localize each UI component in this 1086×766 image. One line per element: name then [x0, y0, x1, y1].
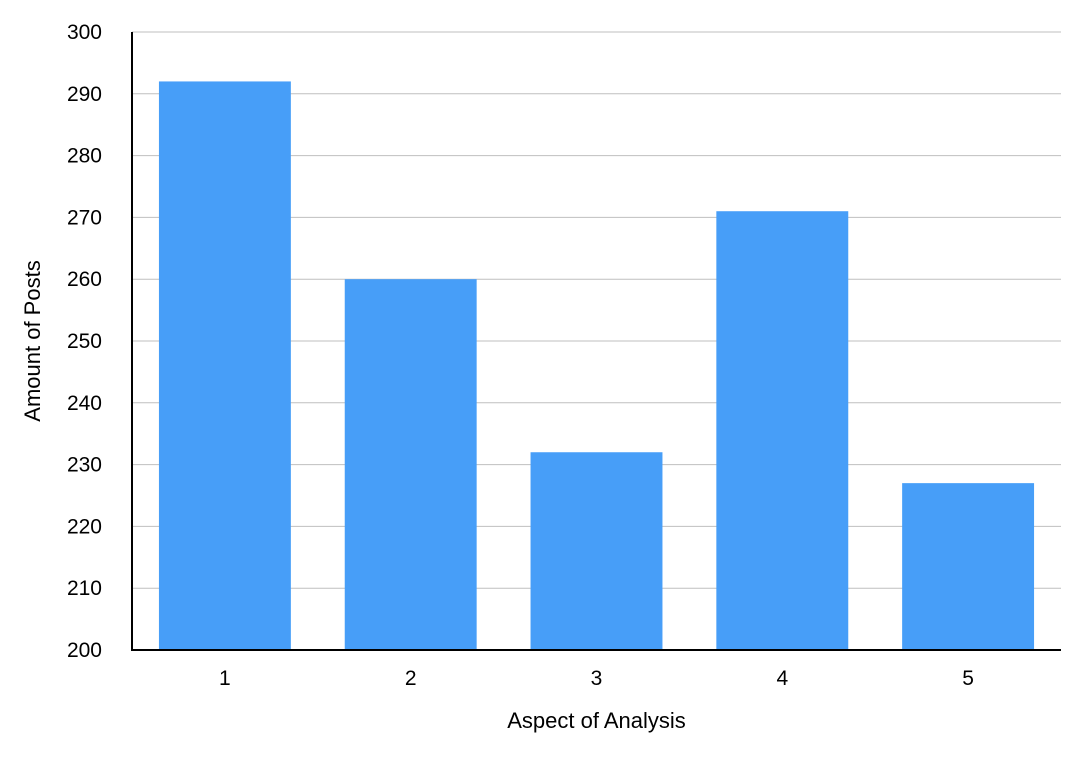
y-tick-label: 300 — [67, 21, 102, 44]
y-tick-label: 210 — [67, 577, 102, 600]
y-tick-label: 220 — [67, 515, 102, 538]
y-tick-label: 230 — [67, 454, 102, 477]
y-tick-label: 270 — [67, 206, 102, 229]
bar — [158, 81, 291, 650]
x-tick-labels: 1 2 3 4 5 — [219, 667, 974, 690]
bar — [716, 211, 849, 650]
x-tick-label: 1 — [219, 667, 231, 690]
y-tick-label: 260 — [67, 268, 102, 291]
y-tick-label: 280 — [67, 145, 102, 168]
bar — [530, 452, 663, 650]
bar — [344, 279, 477, 650]
axes — [131, 32, 1061, 651]
y-tick-label: 250 — [67, 330, 102, 353]
x-tick-label: 4 — [776, 667, 788, 690]
y-tick-label: 290 — [67, 83, 102, 106]
x-axis-title: Aspect of Analysis — [507, 708, 686, 733]
y-tick-labels: 200 210 220 230 240 250 260 270 280 290 300 — [67, 21, 102, 662]
x-tick-label: 3 — [591, 667, 603, 690]
x-tick-label: 2 — [405, 667, 417, 690]
y-tick-label: 200 — [67, 639, 102, 662]
x-tick-label: 5 — [962, 667, 974, 690]
y-tick-label: 240 — [67, 392, 102, 415]
y-axis-title: Amount of Posts — [20, 260, 45, 421]
bars — [158, 81, 1035, 650]
bar — [902, 483, 1035, 650]
